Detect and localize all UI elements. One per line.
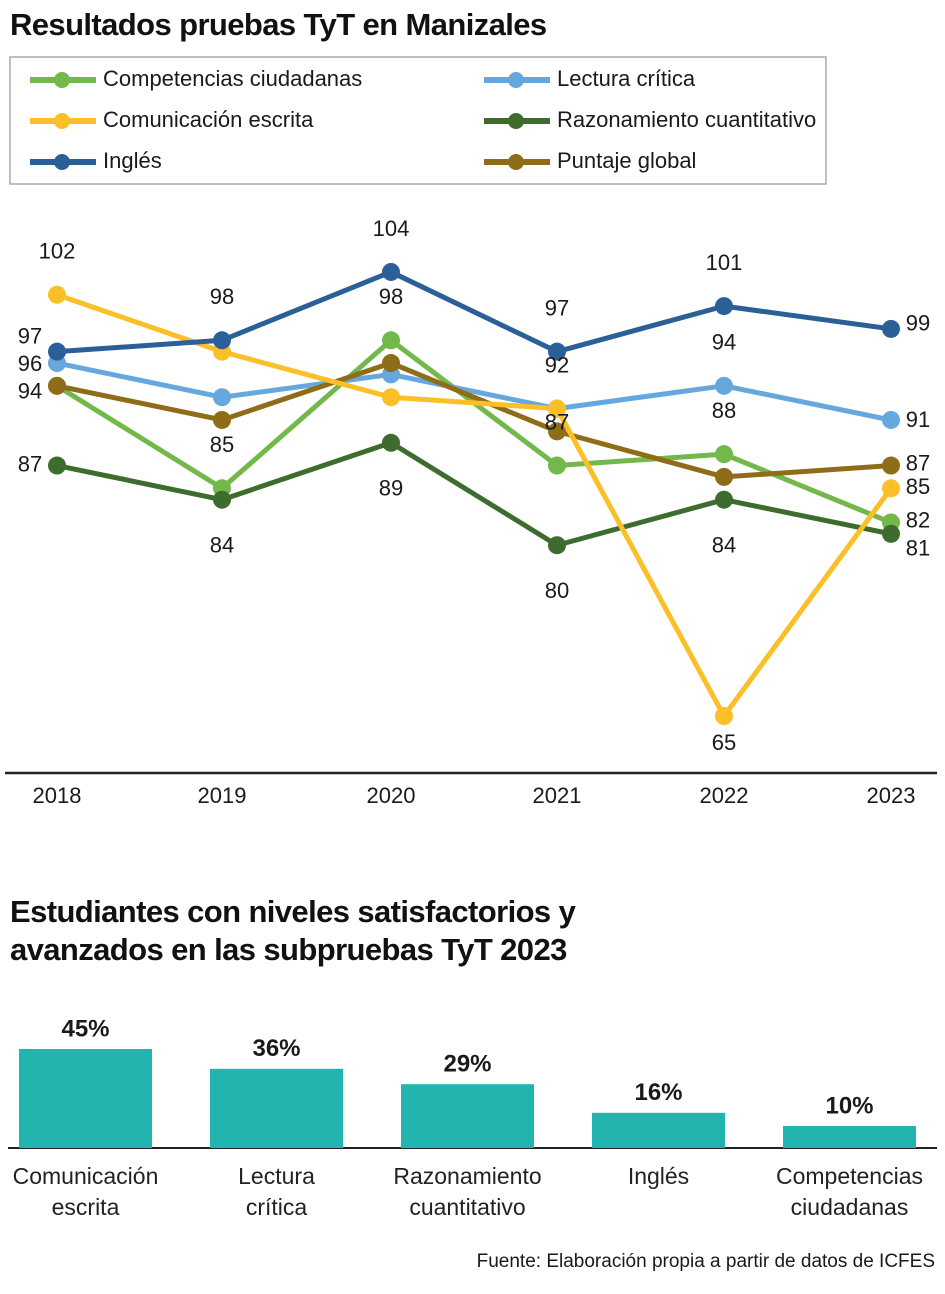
bar bbox=[592, 1112, 725, 1148]
legend-marker bbox=[54, 154, 70, 170]
data-label: 88 bbox=[712, 398, 736, 423]
legend-label: Lectura crítica bbox=[557, 66, 696, 91]
legend-label: Puntaje global bbox=[557, 148, 696, 173]
x-tick-label: Razonamiento cuantitativo bbox=[393, 1163, 542, 1220]
data-point bbox=[48, 376, 66, 395]
legend-marker bbox=[508, 113, 524, 129]
data-label: 36% bbox=[252, 1035, 300, 1062]
legend-box bbox=[9, 56, 827, 185]
data-label: 84 bbox=[210, 533, 234, 558]
data-point bbox=[213, 490, 231, 509]
data-point bbox=[882, 410, 900, 429]
data-point bbox=[382, 331, 400, 350]
legend-label: Comunicación escrita bbox=[103, 107, 314, 132]
data-label: 96 bbox=[18, 351, 42, 376]
data-point bbox=[48, 342, 66, 361]
legend-marker bbox=[54, 72, 70, 88]
legend-marker bbox=[508, 154, 524, 170]
data-label: 85 bbox=[906, 474, 930, 499]
x-tick-label: 2021 bbox=[533, 783, 582, 808]
series-line bbox=[56, 292, 894, 719]
data-point bbox=[715, 490, 733, 509]
legend-label: Inglés bbox=[103, 148, 162, 173]
data-label: 98 bbox=[210, 284, 234, 309]
data-label: 84 bbox=[712, 533, 736, 558]
data-point bbox=[213, 388, 231, 407]
data-label: 97 bbox=[545, 295, 569, 320]
data-label: 91 bbox=[906, 407, 930, 432]
data-label: 65 bbox=[712, 730, 736, 755]
data-label: 104 bbox=[373, 216, 410, 241]
data-point bbox=[715, 467, 733, 486]
x-tick-label: 2019 bbox=[198, 783, 247, 808]
legend-marker bbox=[508, 72, 524, 88]
data-point bbox=[548, 399, 566, 418]
bar bbox=[19, 1049, 152, 1148]
data-point bbox=[48, 285, 66, 304]
data-label: 94 bbox=[18, 379, 42, 404]
data-label: 87 bbox=[545, 409, 569, 434]
data-point bbox=[213, 410, 231, 429]
chart-title: Resultados pruebas TyT en Manizales bbox=[10, 7, 547, 42]
bar bbox=[401, 1084, 534, 1148]
bar bbox=[210, 1068, 343, 1148]
x-tick-label: Inglés bbox=[627, 1163, 690, 1189]
data-label: 80 bbox=[545, 578, 569, 603]
bar bbox=[783, 1126, 916, 1148]
x-tick-label: 2023 bbox=[867, 783, 916, 808]
data-point bbox=[48, 456, 66, 475]
x-tick-label: Comunicación escrita bbox=[12, 1163, 159, 1220]
source-note: Fuente: Elaboración propia a partir de d… bbox=[477, 1251, 935, 1272]
data-label: 81 bbox=[906, 536, 930, 561]
data-point bbox=[715, 376, 733, 395]
x-tick-label: 2020 bbox=[367, 783, 416, 808]
data-label: 98 bbox=[379, 284, 403, 309]
data-label: 87 bbox=[18, 451, 42, 476]
data-point bbox=[213, 331, 231, 350]
legend-label: Competencias ciudadanas bbox=[103, 66, 362, 91]
chart-title: Estudiantes con niveles satisfactorios y… bbox=[10, 894, 576, 967]
data-point bbox=[715, 297, 733, 316]
data-label: 102 bbox=[39, 239, 76, 264]
data-point bbox=[882, 479, 900, 498]
data-point bbox=[715, 445, 733, 464]
legend-marker bbox=[54, 113, 70, 129]
data-label: 16% bbox=[634, 1079, 682, 1106]
data-label: 87 bbox=[906, 450, 930, 475]
series-line bbox=[56, 360, 892, 480]
data-label: 97 bbox=[18, 323, 42, 348]
data-point bbox=[382, 262, 400, 281]
data-label: 10% bbox=[825, 1092, 873, 1119]
series-line bbox=[56, 440, 892, 548]
data-label: 89 bbox=[379, 476, 403, 501]
x-tick-label: 2018 bbox=[33, 783, 82, 808]
data-label: 101 bbox=[706, 250, 743, 275]
data-label: 45% bbox=[61, 1015, 109, 1042]
data-point bbox=[548, 422, 566, 441]
data-label: 99 bbox=[906, 311, 930, 336]
x-tick-label: Competencias ciudadanas bbox=[775, 1163, 924, 1220]
legend-label: Razonamiento cuantitativo bbox=[557, 107, 816, 132]
data-point bbox=[548, 342, 566, 361]
data-point bbox=[548, 456, 566, 475]
series-line bbox=[56, 269, 892, 355]
data-point bbox=[382, 388, 400, 407]
x-tick-label: 2022 bbox=[700, 783, 749, 808]
data-point bbox=[882, 319, 900, 338]
series-line bbox=[56, 360, 892, 423]
data-point bbox=[548, 536, 566, 555]
data-label: 82 bbox=[906, 507, 930, 532]
x-tick-label: Lectura crítica bbox=[238, 1163, 315, 1220]
data-point bbox=[882, 524, 900, 543]
data-point bbox=[382, 354, 400, 373]
data-point bbox=[882, 456, 900, 475]
data-label: 29% bbox=[443, 1051, 491, 1078]
data-label: 85 bbox=[210, 432, 234, 457]
data-point bbox=[382, 433, 400, 452]
data-label: 92 bbox=[545, 352, 569, 377]
data-point bbox=[715, 707, 733, 726]
data-label: 94 bbox=[712, 330, 736, 355]
